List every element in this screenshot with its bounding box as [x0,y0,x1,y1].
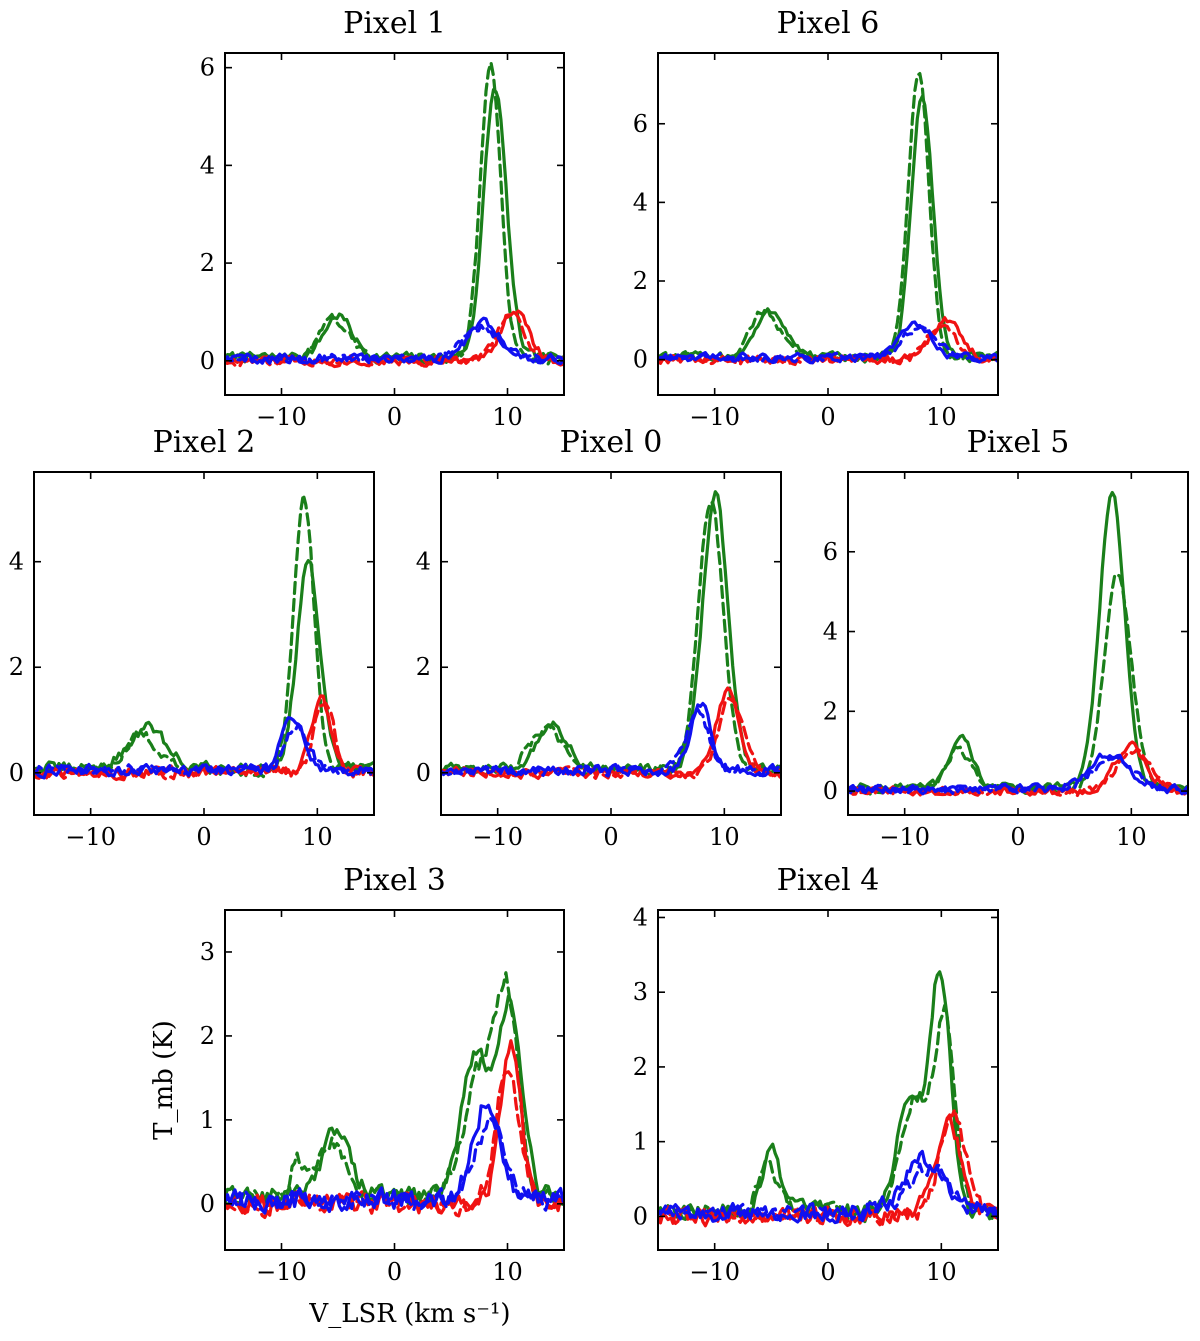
x-tick-label: −10 [65,823,116,851]
y-tick-label: 6 [823,538,838,566]
x-tick-label: 0 [387,1258,402,1286]
x-tick-label: −10 [689,1258,740,1286]
series-green-dashed [34,493,374,779]
x-tick-label: 0 [1010,823,1025,851]
panel-2: −10 0 10 0 2 4 6 Pixel 6 [633,6,999,431]
series-blue-solid [441,701,781,778]
y-tick-label: 1 [633,1128,648,1156]
series-blue-dashed [34,722,374,779]
y-tick-label: 1 [200,1106,215,1134]
y-tick-label: 0 [823,777,838,805]
x-tick-label: −10 [879,823,930,851]
series-green-dashed [848,572,1188,796]
series-green-dashed [225,60,564,366]
series-red-dashed [658,1107,998,1227]
x-tick-label: 10 [302,823,333,851]
panel-4: −10 0 10 0 2 4 Pixel 0 [416,425,782,851]
series-blue-dashed [658,1162,998,1223]
x-tick-label: 10 [1116,823,1147,851]
panel-title: Pixel 5 [967,425,1070,460]
y-tick-label: 3 [200,938,215,966]
y-tick-label: 2 [200,1022,215,1050]
trace-group [658,71,998,367]
x-tick-label: 0 [387,403,402,431]
series-blue-dashed [441,707,781,778]
series-blue-dashed [225,1116,564,1215]
y-axis-label: T_mb (K) [149,1020,179,1140]
y-tick-label: 3 [633,978,648,1006]
plot-frame [224,52,565,396]
x-tick-label: 10 [926,1258,957,1286]
y-tick-label: 2 [200,249,215,277]
y-tick-label: 0 [200,347,215,375]
series-blue-dashed [658,325,998,364]
x-tick-label: 0 [820,1258,835,1286]
x-tick-label: 0 [820,403,835,431]
y-tick-label: 4 [823,618,838,646]
trace-group [225,60,564,369]
series-blue-solid [225,1103,564,1215]
plot-frame [657,909,999,1251]
x-tick-label: 10 [926,403,957,431]
trace-group [441,490,781,781]
y-tick-label: 0 [200,1190,215,1218]
y-tick-label: 4 [416,548,431,576]
y-tick-label: 0 [416,759,431,787]
series-blue-dashed [225,323,564,365]
y-tick-label: 6 [200,54,215,82]
panel-5: −10 0 10 0 2 4 6 Pixel 5 [823,425,1189,851]
x-tick-label: 0 [603,823,618,851]
panel-6: −10 0 10 0 1 2 3 Pixel 3 [200,863,565,1286]
series-green-solid [34,558,374,776]
trace-group [848,490,1188,798]
series-red-solid [441,686,781,781]
x-tick-label: −10 [256,403,307,431]
x-tick-label: −10 [472,823,523,851]
series-green-solid [225,994,564,1206]
y-tick-label: 2 [633,267,648,295]
x-tick-label: −10 [256,1258,307,1286]
x-tick-label: 10 [709,823,740,851]
x-tick-label: 10 [492,403,523,431]
series-red-dashed [34,701,374,781]
y-tick-label: 0 [9,759,24,787]
y-tick-label: 2 [823,697,838,725]
y-tick-label: 0 [633,346,648,374]
panel-title: Pixel 0 [560,425,663,460]
panel-title: Pixel 3 [343,863,446,898]
plot-frame [847,471,1189,816]
series-red-dashed [658,323,998,366]
series-green-dashed [225,971,564,1210]
y-tick-label: 2 [416,653,431,681]
x-tick-label: 10 [492,1258,523,1286]
trace-group [225,971,564,1220]
x-tick-label: −10 [689,403,740,431]
y-tick-label: 4 [633,903,648,931]
panel-title: Pixel 4 [777,863,880,898]
panel-3: −10 0 10 0 2 4 Pixel 2 [9,425,375,851]
x-tick-label: 0 [196,823,211,851]
y-tick-label: 4 [9,548,24,576]
panel-title: Pixel 2 [153,425,256,460]
panel-title: Pixel 1 [343,6,446,41]
trace-group [34,493,374,782]
y-tick-label: 0 [633,1202,648,1230]
panel-7: −10 0 10 0 1 2 3 4 Pixel 4 [633,863,999,1286]
y-tick-label: 2 [633,1053,648,1081]
y-tick-label: 4 [633,188,648,216]
series-green-dashed [658,1003,998,1224]
panel-title: Pixel 6 [777,6,880,41]
y-tick-label: 6 [633,110,648,138]
series-blue-solid [658,1149,998,1225]
series-blue-dashed [848,755,1188,796]
series-green-solid [441,490,781,776]
x-axis-label: V_LSR (km s⁻¹) [308,1299,510,1329]
trace-group [658,970,998,1228]
y-tick-label: 2 [9,653,24,681]
y-tick-label: 4 [200,151,215,179]
panel-1: −10 0 10 0 2 4 6 Pixel 1 [200,6,565,431]
